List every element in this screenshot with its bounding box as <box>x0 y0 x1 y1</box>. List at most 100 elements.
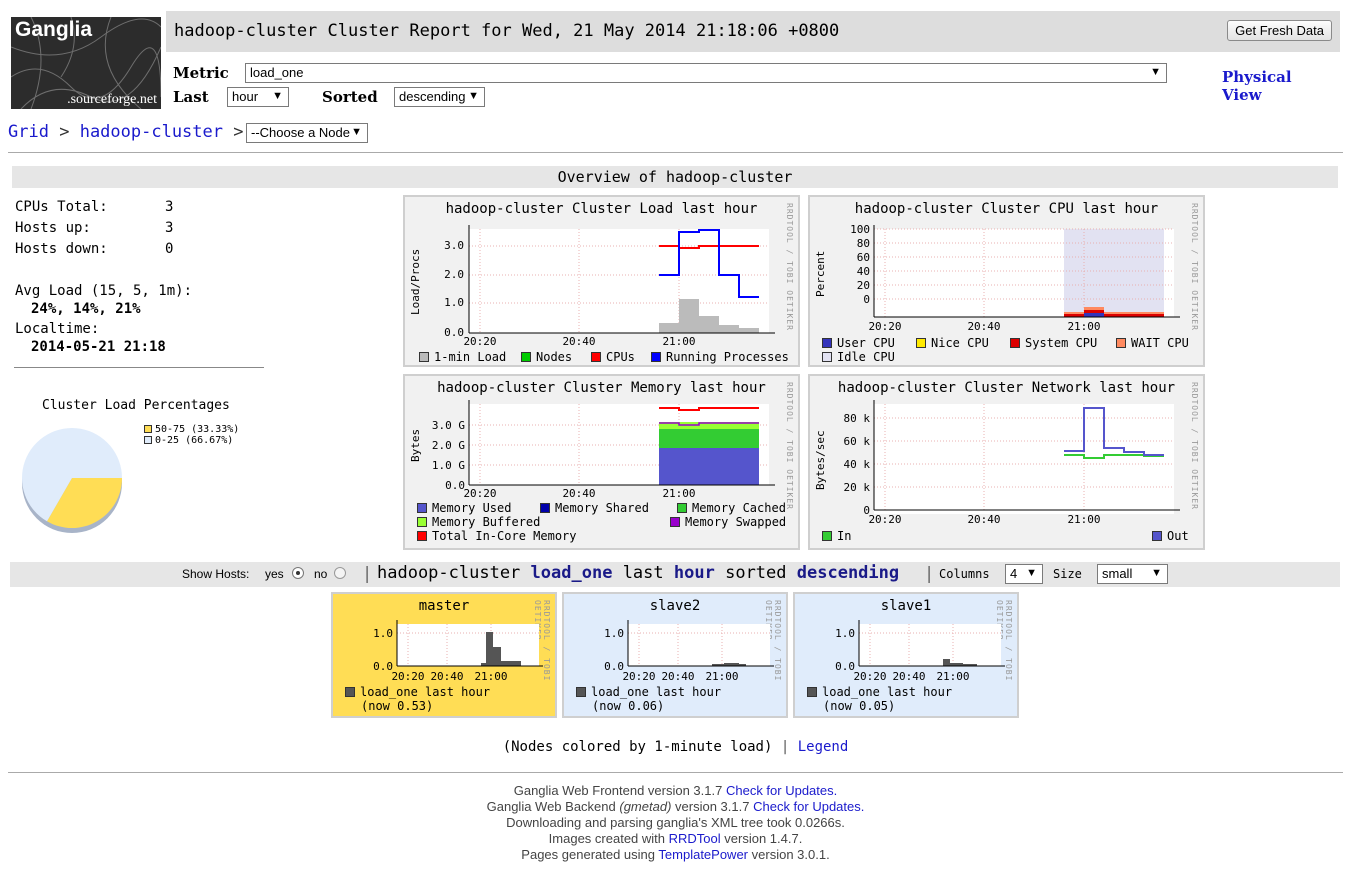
legend-label: In <box>837 529 852 543</box>
x-tick-label: 20:20 <box>868 513 901 526</box>
legend-swatch <box>521 352 531 362</box>
footer-text: Pages generated using <box>521 847 656 862</box>
legend-label: Total In-Core Memory <box>432 529 577 543</box>
get-fresh-data-button[interactable]: Get Fresh Data <box>1227 20 1332 41</box>
host-name: slave2 <box>649 598 701 614</box>
memory-swapped-line <box>659 422 759 426</box>
logo-text: Ganglia <box>15 18 93 41</box>
legend-item: Total In-Core Memory <box>417 529 577 543</box>
size-select[interactable]: small ▼ <box>1097 564 1168 584</box>
legend-swatch <box>144 425 152 433</box>
page-title-bar: hadoop-cluster Cluster Report for Wed, 2… <box>166 11 1340 52</box>
legend-link[interactable]: Legend <box>797 739 849 755</box>
pie-legend-label: 50-75 (33.33%) <box>155 424 240 435</box>
cluster-cpu-graph[interactable]: hadoop-cluster Cluster CPU last hour RRD… <box>808 195 1205 367</box>
network-plot: 80 k 60 k 40 k 20 k 0 20:20 20:40 21:00 … <box>814 400 1180 526</box>
columns-select[interactable]: 4 ▼ <box>1005 564 1043 584</box>
x-tick-label: 21:00 <box>662 335 695 348</box>
sorted-select[interactable]: descending ▼ <box>394 87 485 107</box>
summary-metric: load_one <box>530 563 613 583</box>
footer-text: version 1.4.7. <box>724 831 803 846</box>
cpus-total-label: CPUs Total: <box>15 199 108 215</box>
summary-order: descending <box>796 563 900 583</box>
legend-label: load_one last hour <box>360 685 491 699</box>
graph-title: hadoop-cluster Cluster Network last hour <box>837 380 1176 396</box>
legend-item: load_one last hour <box>576 685 721 699</box>
host-card-slave2[interactable]: slave2 RRDTOOL / TOBI OETIKER 1.0 0.0 20… <box>562 592 788 718</box>
overview-title: Overview of hadoop-cluster <box>12 166 1338 188</box>
host-name: slave1 <box>880 598 932 614</box>
templatepower-link[interactable]: TemplatePower <box>658 847 749 862</box>
cluster-network-graph[interactable]: hadoop-cluster Cluster Network last hour… <box>808 374 1205 550</box>
x-tick-label: 20:40 <box>967 320 1000 333</box>
footer-text: (gmetad) <box>619 799 672 814</box>
physical-view-link-line1: Physical <box>1222 68 1292 86</box>
rrdtool-link[interactable]: RRDTool <box>668 831 721 846</box>
summary-cluster: hadoop-cluster <box>377 563 521 583</box>
breadcrumb-separator: > <box>59 122 70 142</box>
x-tick-label: 20:20 <box>463 335 496 348</box>
host-load-plot: 1.0 0.0 20:20 20:40 21:00 <box>604 620 774 683</box>
legend-swatch <box>670 517 680 527</box>
chevron-down-icon: ▼ <box>1151 567 1162 579</box>
choose-node-select[interactable]: --Choose a Node ▼ <box>246 123 368 143</box>
legend-swatch <box>419 352 429 362</box>
graph-title: hadoop-cluster Cluster Memory last hour <box>437 380 766 396</box>
localtime-label: Localtime: <box>15 321 100 337</box>
rrdtool-credit: RRDTOOL / TOBI OETIKER <box>764 600 782 682</box>
show-hosts-no-radio[interactable] <box>334 567 346 579</box>
breadcrumb-separator: > <box>233 122 244 142</box>
system-cpu-area <box>1064 314 1164 317</box>
metric-select[interactable]: load_one ▼ <box>245 63 1167 83</box>
logo-background-image <box>11 17 161 109</box>
physical-view-link[interactable]: Physical View <box>1222 68 1292 104</box>
legend-swatch <box>540 503 550 513</box>
legend-swatch <box>417 531 427 541</box>
legend-label: Memory Cached <box>692 501 786 515</box>
columns-select-value: 4 <box>1010 566 1018 581</box>
y-axis-label: Bytes <box>409 429 422 462</box>
y-tick-label: 0 <box>863 504 870 517</box>
legend-item: User CPU <box>822 336 895 350</box>
chevron-down-icon: ▼ <box>1150 66 1161 78</box>
cluster-load-graph[interactable]: hadoop-cluster Cluster Load last hour RR… <box>403 195 800 367</box>
running-processes-series-line <box>659 229 759 298</box>
last-label: Last <box>173 88 209 106</box>
legend-swatch <box>417 503 427 513</box>
metric-label: Metric <box>173 64 229 82</box>
legend-swatch <box>576 687 586 697</box>
show-hosts-no-label: no <box>314 567 328 581</box>
cluster-load-pie-chart <box>21 428 122 533</box>
ganglia-logo[interactable]: Ganglia .sourceforge.net <box>11 17 161 109</box>
show-hosts-yes-radio[interactable] <box>292 567 304 579</box>
hosts-up-label: Hosts up: <box>15 220 91 236</box>
user-cpu-area <box>1084 313 1104 317</box>
frontend-check-updates-link[interactable]: Check for Updates. <box>725 783 838 798</box>
x-tick-label: 20:20 <box>853 670 886 683</box>
size-select-value: small <box>1102 566 1133 581</box>
last-select[interactable]: hour ▼ <box>227 87 289 107</box>
node-color-note: (Nodes colored by 1-minute load) | Legen… <box>0 739 1351 755</box>
y-tick-label: 3.0 G <box>432 419 465 432</box>
legend-swatch <box>1152 531 1162 541</box>
breadcrumb-grid-link[interactable]: Grid <box>8 122 49 142</box>
cpus-series-line <box>659 245 759 249</box>
summary-sorted: sorted <box>725 563 787 583</box>
cluster-memory-graph[interactable]: hadoop-cluster Cluster Memory last hour … <box>403 374 800 550</box>
footer-text: Ganglia Web Backend <box>486 799 616 814</box>
footer-text: Images created with <box>548 831 666 846</box>
legend-label: Memory Used <box>432 501 512 515</box>
chevron-down-icon: ▼ <box>272 90 283 102</box>
footer-frontend-line: Ganglia Web Frontend version 3.1.7 Check… <box>0 783 1351 798</box>
footer-rrdtool-line: Images created with RRDTool version 1.4.… <box>0 831 1351 846</box>
x-tick-label: 20:20 <box>463 487 496 500</box>
chevron-down-icon: ▼ <box>468 90 479 102</box>
localtime-value: 2014-05-21 21:18 <box>31 339 166 355</box>
backend-check-updates-link[interactable]: Check for Updates. <box>753 799 865 814</box>
x-tick-label: 21:00 <box>936 670 969 683</box>
breadcrumb-cluster-link[interactable]: hadoop-cluster <box>79 122 223 142</box>
sorted-select-value: descending <box>399 89 466 104</box>
rrdtool-credit: RRDTOOL / TOBI OETIKER <box>785 382 794 510</box>
host-card-master[interactable]: master RRDTOOL / TOBI OETIKER 1.0 0.0 20… <box>331 592 557 718</box>
host-card-slave1[interactable]: slave1 RRDTOOL / TOBI OETIKER 1.0 0.0 20… <box>793 592 1019 718</box>
